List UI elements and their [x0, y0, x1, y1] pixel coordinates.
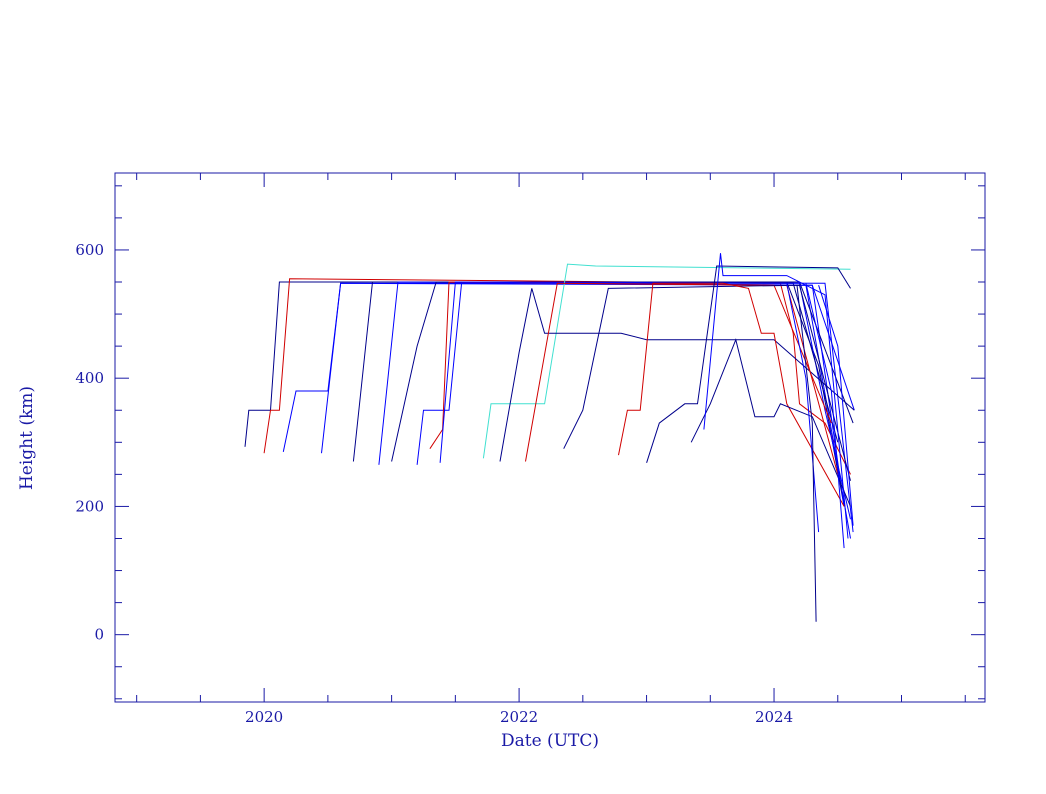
data-line: [703, 253, 849, 539]
y-tick-label: 0: [94, 626, 104, 644]
x-tick-label: 2020: [245, 708, 283, 726]
data-line: [786, 283, 820, 533]
data-line: [244, 281, 845, 507]
y-tick-label: 400: [75, 369, 104, 387]
data-line: [378, 281, 845, 507]
data-line: [416, 281, 854, 533]
data-line: [618, 282, 845, 507]
data-line: [263, 278, 851, 475]
data-line: [429, 281, 839, 475]
x-axis-label: Date (UTC): [501, 731, 599, 751]
data-line: [818, 285, 854, 526]
data-line: [482, 263, 851, 459]
data-line: [321, 282, 851, 539]
data-line: [391, 281, 854, 462]
data-line: [796, 285, 817, 622]
x-tick-label: 2022: [500, 708, 538, 726]
data-line: [563, 284, 851, 481]
y-tick-label: 200: [75, 497, 104, 515]
data-line: [525, 282, 832, 462]
data-line: [805, 283, 845, 549]
x-tick-label: 2024: [755, 708, 793, 726]
plot-frame: [114, 172, 986, 703]
data-line: [352, 281, 839, 462]
data-line: [499, 288, 855, 462]
y-tick-label: 600: [75, 241, 104, 259]
y-axis-label: Height (km): [17, 386, 37, 490]
data-line: [646, 265, 851, 463]
data-line: [690, 338, 851, 507]
